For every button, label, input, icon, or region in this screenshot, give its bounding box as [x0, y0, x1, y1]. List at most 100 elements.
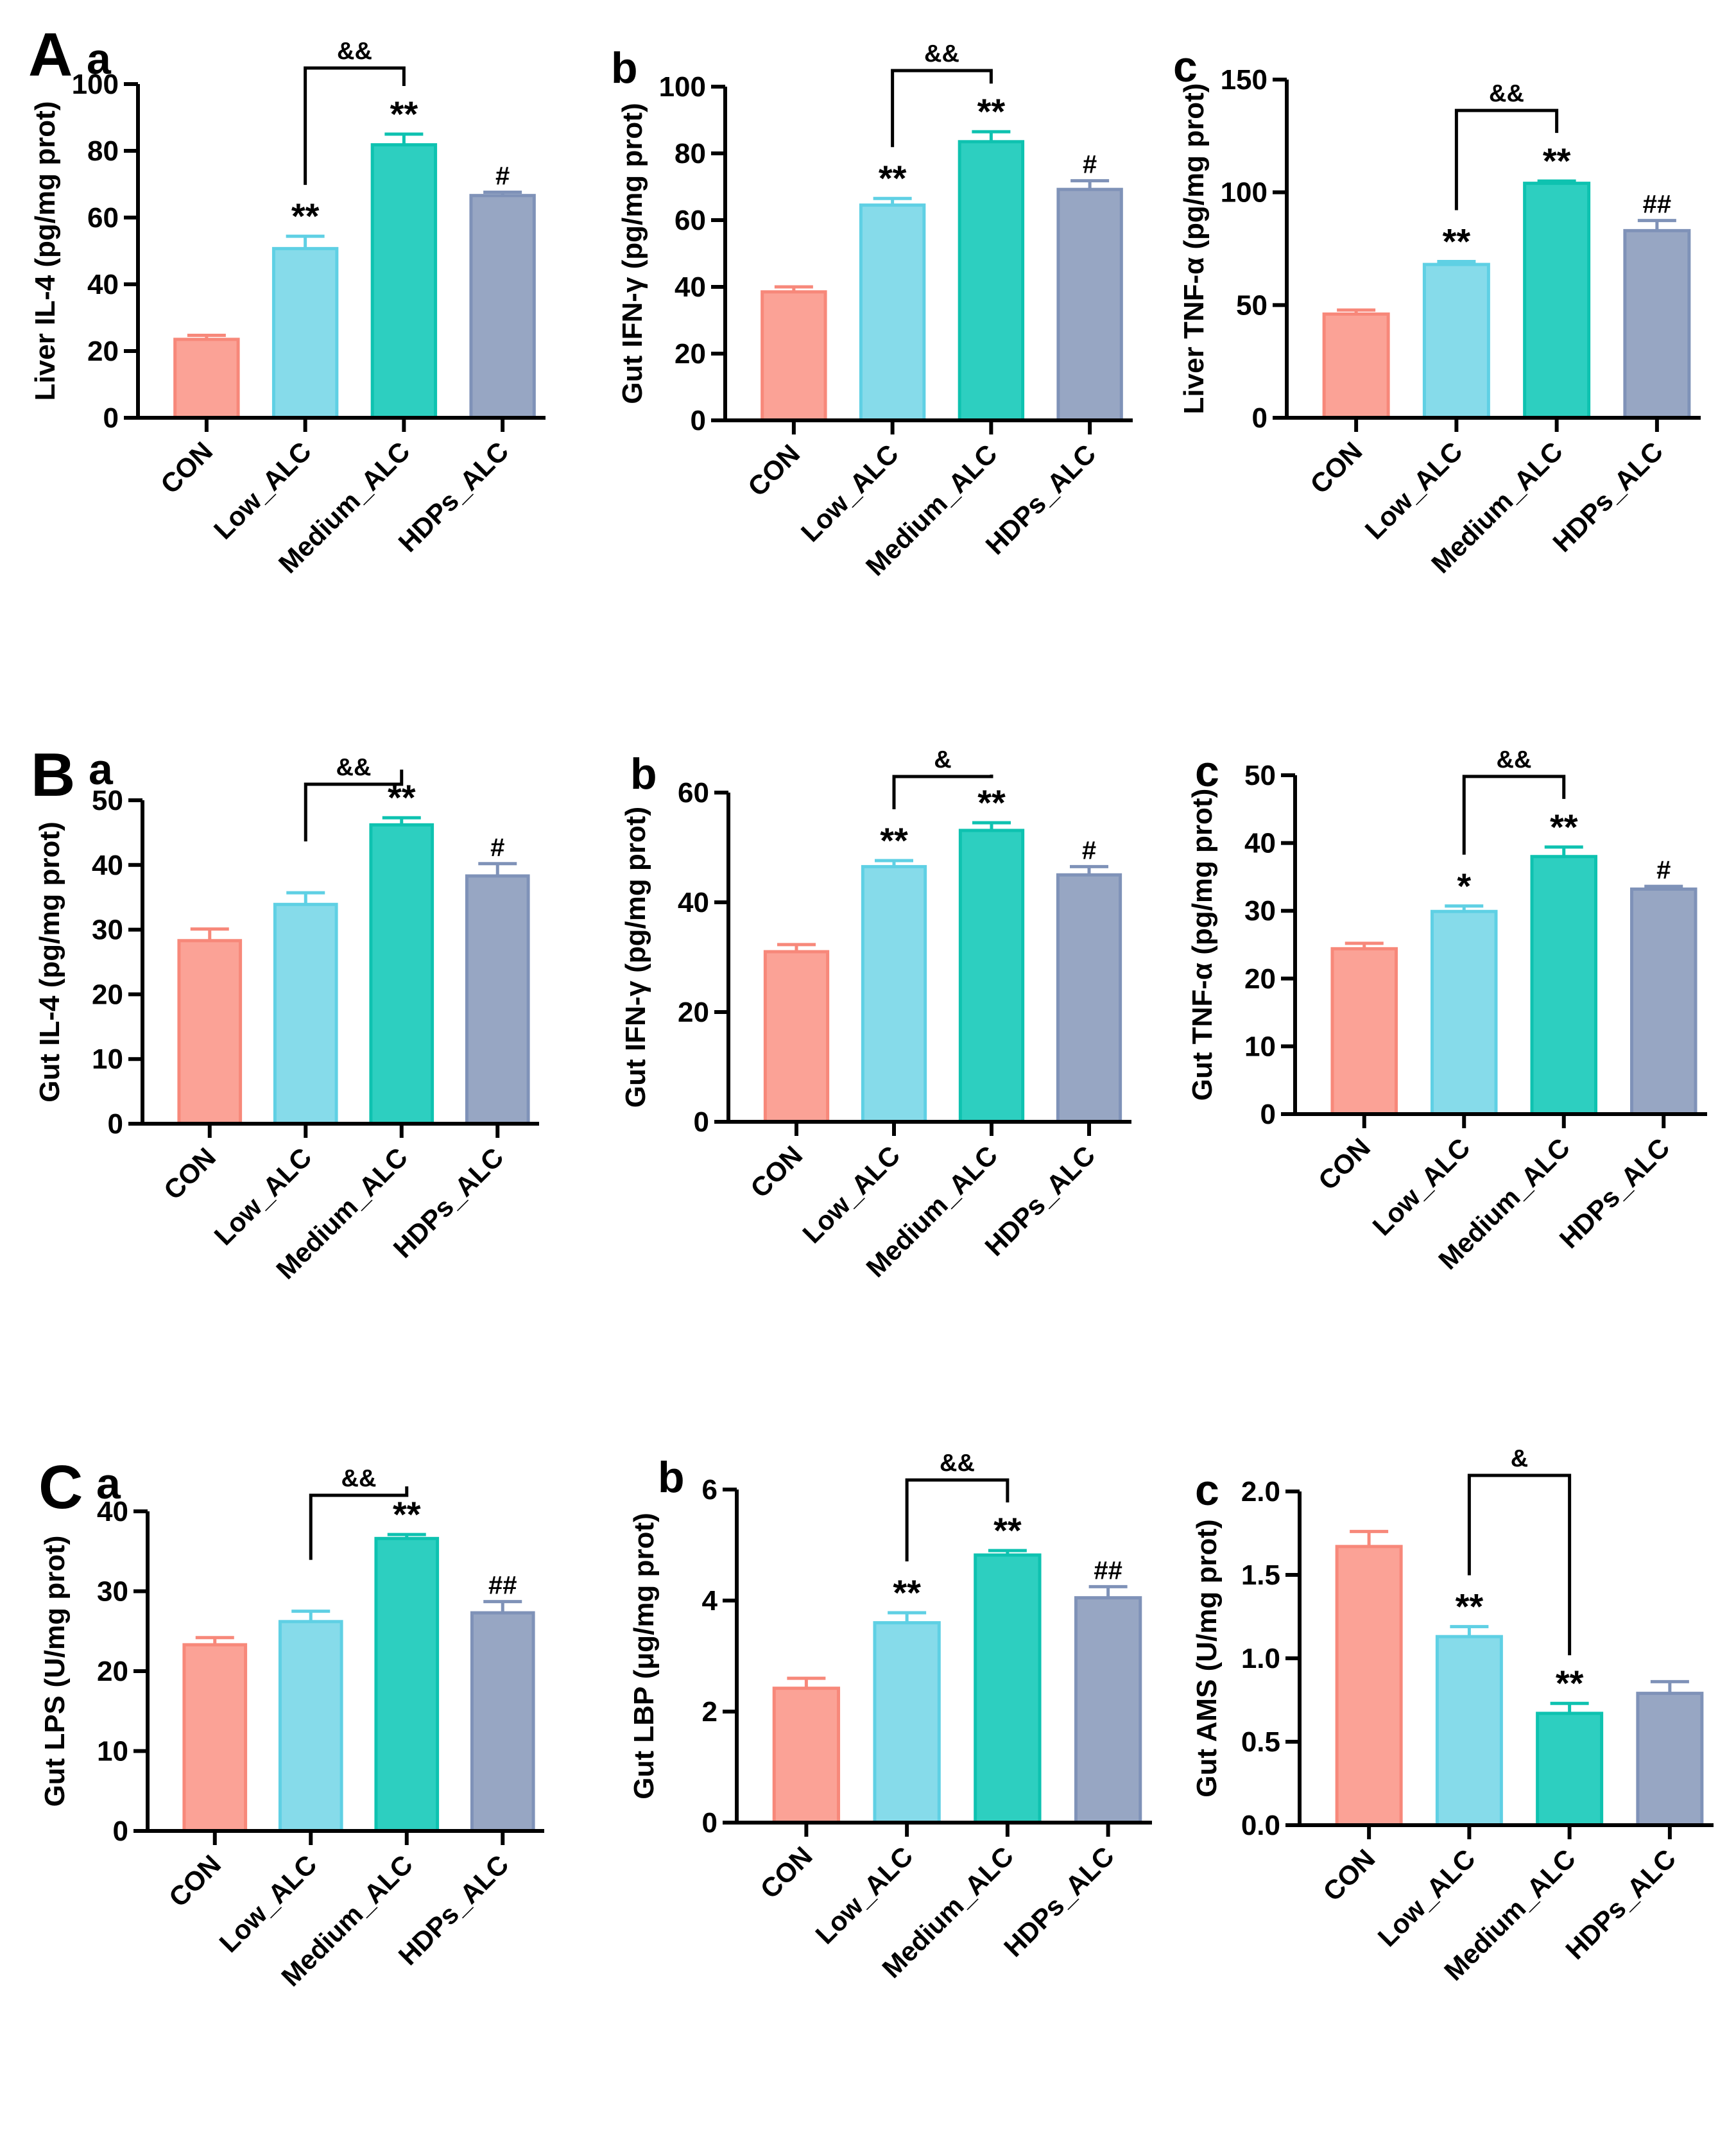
- y-tick-label: 60: [675, 205, 706, 236]
- y-tick-label: 4: [702, 1585, 718, 1617]
- y-tick-label: 80: [87, 135, 119, 167]
- bar-Low_ALC: [873, 1621, 941, 1825]
- comparison-bracket: [1467, 1473, 1572, 1656]
- bar-Medium_ALC: [370, 143, 438, 420]
- bar-HDPs_ALC: [1636, 1692, 1704, 1827]
- significance-mark: **: [1456, 1586, 1484, 1627]
- x-tick-label: Low_ALC: [1359, 436, 1468, 545]
- significance-mark: #: [495, 162, 510, 190]
- y-tick-label: 0: [694, 1106, 709, 1138]
- panel-C-c: c ** ** & 0.0 0.5 1.0 1.5 2.0 CON Low_ALC Medium_AL…: [1155, 1412, 1733, 2118]
- y-tick-label: 30: [1244, 895, 1276, 927]
- x-tick-label: Low_ALC: [1372, 1843, 1481, 1952]
- y-tick-label: 20: [678, 997, 709, 1028]
- panel-sublabel: b: [611, 44, 638, 92]
- bar-CON: [772, 1687, 841, 1825]
- x-tick-label: CON: [1312, 1132, 1376, 1196]
- x-tick-label: Low_ALC: [208, 436, 317, 545]
- y-tick-label: 0: [113, 1816, 128, 1847]
- y-tick-label: 0.5: [1241, 1726, 1280, 1758]
- y-axis-title: Gut IFN-γ (pg/mg prot): [620, 807, 651, 1108]
- panel-B-a: a ** # && 0 10 20 30 40 50 CON Low_ALC Medium_ALC HDP…: [0, 706, 578, 1412]
- significance-mark: ##: [1643, 191, 1672, 219]
- bar-chart-B-b: ****#&0204060CONLow_ALCMedium_ALCHDPs_AL…: [620, 746, 1131, 1283]
- panel-sublabel: c: [1195, 1466, 1219, 1515]
- comparison-bracket: [309, 1486, 409, 1560]
- bar-Low_ALC: [278, 1620, 343, 1833]
- comparison-bracket: [304, 66, 406, 185]
- significance-mark: **: [1556, 1663, 1584, 1703]
- panel-sublabel: a: [96, 1459, 121, 1508]
- row-label-B: B: [31, 741, 76, 809]
- significance-mark: **: [880, 820, 908, 861]
- bar-CON: [173, 338, 240, 420]
- y-tick-label: 0.0: [1241, 1810, 1280, 1841]
- y-tick-label: 50: [1236, 289, 1268, 321]
- comparison-bracket: [891, 69, 993, 148]
- bar-CON: [1335, 1545, 1403, 1827]
- bar-Medium_ALC: [958, 829, 1025, 1124]
- bar-CON: [1330, 947, 1398, 1116]
- significance-mark: #: [1083, 151, 1097, 179]
- x-tick-label: CON: [1317, 1843, 1380, 1907]
- bar-Medium_ALC: [1530, 855, 1598, 1116]
- x-tick-label: CON: [155, 436, 218, 499]
- y-tick-label: 0: [702, 1807, 718, 1839]
- x-tick-label: Low_ALC: [809, 1841, 918, 1950]
- panel-sublabel: c: [1173, 42, 1198, 91]
- bar-CON: [177, 939, 243, 1126]
- y-tick-label: 0: [1260, 1099, 1276, 1130]
- y-tick-label: 100: [72, 69, 119, 100]
- panel-A-b: b ** ** # && 0 20 40 60 80 100 CON Low_ALC Medium_ALC…: [578, 0, 1155, 706]
- significance-mark: **: [1543, 141, 1571, 181]
- y-tick-label: 10: [92, 1044, 123, 1075]
- bracket-label: &&: [341, 1465, 377, 1492]
- bar-HDPs_ALC: [1074, 1596, 1142, 1825]
- y-tick-label: 40: [97, 1496, 128, 1527]
- significance-mark: **: [1550, 807, 1578, 847]
- bar-CON: [182, 1643, 248, 1833]
- bar-HDPs_ALC: [1623, 228, 1691, 420]
- bar-Medium_ALC: [369, 823, 434, 1126]
- y-tick-label: 30: [92, 915, 123, 946]
- bar-Medium_ALC: [974, 1553, 1042, 1825]
- bar-CON: [763, 950, 830, 1124]
- y-tick-label: 20: [675, 338, 706, 370]
- y-tick-label: 40: [87, 269, 119, 300]
- row-label-C: C: [39, 1453, 83, 1522]
- y-tick-label: 40: [92, 850, 123, 881]
- y-axis-title: Liver IL-4 (pg/mg prot): [30, 101, 61, 401]
- bar-CON: [761, 290, 827, 422]
- significance-mark: *: [1457, 866, 1471, 906]
- y-tick-label: 10: [1244, 1031, 1276, 1062]
- significance-mark: **: [390, 94, 418, 134]
- y-tick-label: 60: [87, 202, 119, 234]
- y-tick-label: 1.5: [1241, 1559, 1280, 1591]
- y-tick-label: 2.0: [1241, 1476, 1280, 1507]
- bar-chart-C-c: ****&0.00.51.01.52.0CONLow_ALCMedium_ALC…: [1191, 1445, 1714, 1986]
- comparison-bracket: [892, 775, 993, 810]
- bar-HDPs_ALC: [465, 874, 530, 1126]
- y-tick-label: 50: [1244, 760, 1276, 791]
- panel-B-c: c * ** # && 0 10 20 30 40 50 CON Low_ALC Medium_ALC HD…: [1155, 706, 1733, 1412]
- row-label-A: A: [28, 21, 73, 89]
- y-tick-label: 100: [1221, 177, 1268, 209]
- bar-Medium_ALC: [958, 140, 1025, 422]
- bar-HDPs_ALC: [470, 1611, 535, 1833]
- significance-mark: **: [1443, 221, 1471, 262]
- panel-A-c: c ** ** ## && 0 50 100 150 CON Low_ALC Medium_ALC HD…: [1155, 0, 1733, 706]
- x-tick-label: CON: [1304, 436, 1368, 499]
- y-axis-title: Liver TNF-α (pg/mg prot): [1178, 83, 1210, 415]
- y-axis-title: Gut LPS (U/mg prot): [39, 1536, 71, 1807]
- y-tick-label: 6: [702, 1474, 718, 1506]
- bar-chart-C-a: **##&&010203040CONLow_ALCMedium_ALCHDPs_…: [39, 1465, 544, 1992]
- bar-Low_ALC: [1422, 262, 1490, 420]
- bar-Low_ALC: [271, 246, 339, 420]
- y-tick-label: 0: [1252, 402, 1268, 434]
- comparison-bracket: [304, 769, 404, 842]
- y-tick-label: 0: [103, 402, 119, 434]
- bar-CON: [1322, 312, 1390, 420]
- bar-HDPs_ALC: [469, 194, 536, 420]
- bar-chart-C-b: ****##&&0246CONLow_ALCMedium_ALCHDPs_ALC…: [628, 1450, 1152, 1984]
- bracket-label: &: [1511, 1445, 1528, 1472]
